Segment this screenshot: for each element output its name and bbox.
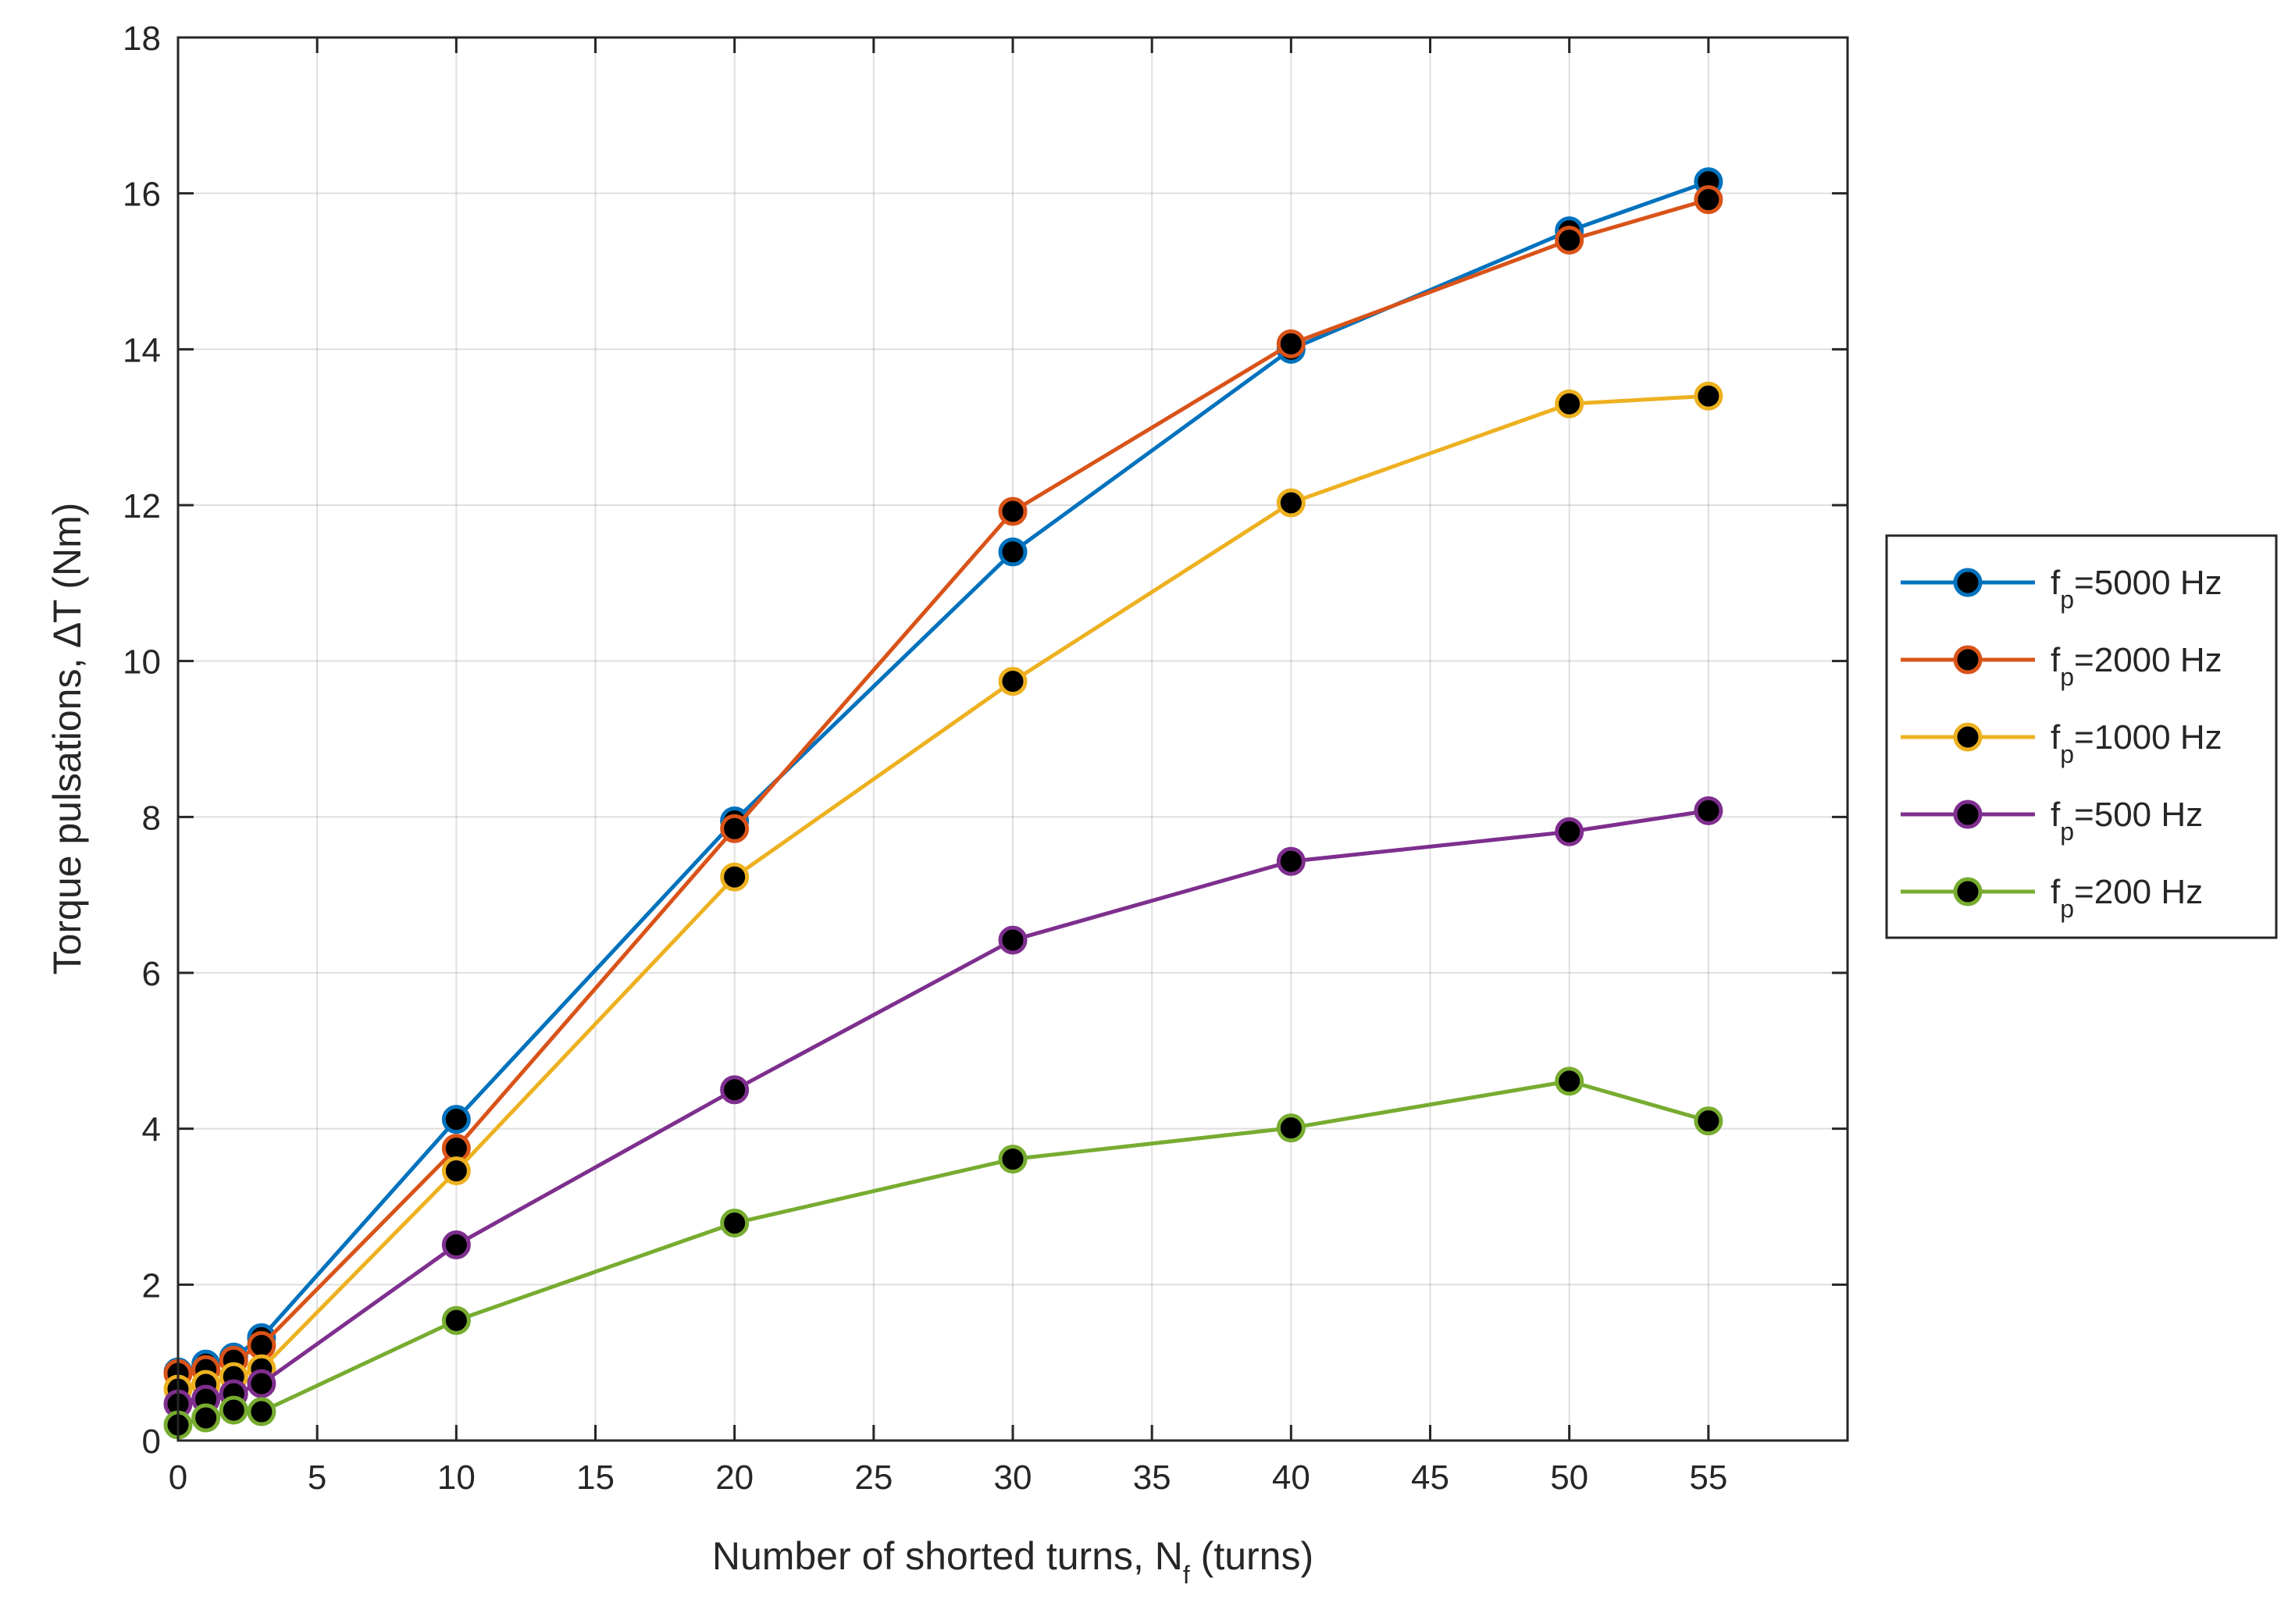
x-axis-title-main: Number of shorted turns, N [712, 1534, 1183, 1578]
y-tick-label: 4 [142, 1111, 161, 1149]
legend-label-subscript: p [2060, 740, 2074, 768]
y-tick-label: 2 [142, 1266, 161, 1305]
x-axis-title-subscript: f [1183, 1561, 1190, 1589]
data-point [247, 1397, 276, 1426]
data-point [219, 1395, 248, 1425]
series-line [177, 198, 1709, 1376]
data-point [191, 1403, 221, 1433]
x-tick-label: 0 [169, 1458, 187, 1497]
y-tick-label: 16 [123, 176, 161, 214]
legend-entry: fp=200 Hz [1901, 873, 2203, 923]
legend-marker [1953, 800, 1983, 829]
legend-marker [1953, 645, 1983, 675]
data-point [247, 1330, 276, 1360]
x-tick-label: 15 [576, 1458, 615, 1497]
data-point [1555, 389, 1584, 418]
legend-label-main: f [2051, 873, 2061, 911]
data-point [1694, 1106, 1723, 1136]
legend-label-suffix: =5000 Hz [2074, 564, 2222, 602]
legend-entry: fp=2000 Hz [1901, 641, 2222, 691]
data-point [1276, 846, 1306, 876]
data-point [720, 862, 750, 892]
legend-label-suffix: =2000 Hz [2074, 641, 2222, 679]
x-tick-label: 10 [437, 1458, 476, 1497]
x-tick-label: 35 [1133, 1458, 1171, 1497]
data-point [1555, 817, 1584, 846]
legend-marker [1953, 722, 1983, 752]
x-tick-label: 25 [854, 1458, 893, 1497]
axis-ticks: 0 5 10 15 20 25 30 35 40 45 50 55 0 2 4 6 8 10 12 14 16 18 [123, 20, 1848, 1497]
y-tick-label: 10 [123, 643, 161, 682]
data-point [1694, 381, 1723, 411]
x-axis-title-suffix: (turns) [1190, 1534, 1313, 1578]
data-point [1555, 1067, 1584, 1096]
data-point [441, 1305, 471, 1335]
data-point [720, 1208, 750, 1238]
legend-label: fp=2000 Hz [2051, 641, 2222, 691]
series-1000hz [163, 381, 1723, 1404]
data-point [1694, 796, 1723, 825]
data-point [998, 497, 1028, 526]
y-tick-label: 8 [142, 799, 161, 837]
series-line [177, 1079, 1709, 1427]
data-point [1555, 226, 1584, 255]
data-point [1276, 1113, 1306, 1143]
x-axis-title: Number of shorted turns, Nf (turns) [712, 1534, 1313, 1589]
y-tick-label: 6 [142, 955, 161, 993]
series-line [177, 394, 1709, 1391]
legend-label-subscript: p [2060, 586, 2074, 614]
x-tick-label: 40 [1272, 1458, 1310, 1497]
legend-label-main: f [2051, 718, 2061, 757]
x-tick-label: 55 [1689, 1458, 1727, 1497]
y-tick-label: 18 [123, 20, 161, 58]
y-tick-label: 12 [123, 487, 161, 525]
x-tick-label: 5 [308, 1458, 326, 1497]
legend-label-subscript: p [2060, 663, 2074, 691]
data-point [998, 1145, 1028, 1174]
data-point [441, 1156, 471, 1186]
data-point [1694, 185, 1723, 215]
legend-label-suffix: =1000 Hz [2074, 718, 2222, 757]
legend-marker [1953, 877, 1983, 906]
x-tick-label: 50 [1550, 1458, 1588, 1497]
legend-entry: fp=500 Hz [1901, 796, 2203, 846]
legend-label: fp=5000 Hz [2051, 564, 2222, 614]
y-tick-label: 0 [142, 1423, 161, 1461]
legend-label: fp=500 Hz [2051, 796, 2203, 846]
data-point [998, 925, 1028, 955]
grid-lines [178, 37, 1848, 1441]
legend-label: fp=1000 Hz [2051, 718, 2222, 768]
data-point [720, 814, 750, 843]
legend-marker [1953, 568, 1983, 597]
legend-label-main: f [2051, 796, 2061, 834]
data-point [441, 1105, 471, 1134]
y-axis-title: Torque pulsations, ∆T (Nm) [45, 503, 89, 975]
data-point [441, 1230, 471, 1259]
legend-entry: fp=5000 Hz [1901, 564, 2222, 614]
legend-label-subscript: p [2060, 895, 2074, 923]
data-point [1276, 329, 1306, 358]
data-point [247, 1369, 276, 1398]
x-tick-label: 30 [994, 1458, 1032, 1497]
legend-entry: fp=1000 Hz [1901, 718, 2222, 768]
data-point [998, 667, 1028, 696]
legend-label-suffix: =200 Hz [2074, 873, 2203, 911]
data-point [720, 1075, 750, 1105]
series-2000hz [163, 185, 1723, 1388]
plot-area [178, 37, 1848, 1441]
x-tick-label: 20 [715, 1458, 754, 1497]
data-point [1276, 488, 1306, 518]
y-tick-label: 14 [123, 331, 161, 369]
series-200hz [163, 1067, 1723, 1440]
legend-label: fp=200 Hz [2051, 873, 2203, 923]
data-point [998, 537, 1028, 567]
legend-label-main: f [2051, 641, 2061, 679]
x-tick-label: 45 [1411, 1458, 1449, 1497]
legend-label-subscript: p [2060, 817, 2074, 846]
legend-label-suffix: =500 Hz [2074, 796, 2203, 834]
legend-label-main: f [2051, 564, 2061, 602]
